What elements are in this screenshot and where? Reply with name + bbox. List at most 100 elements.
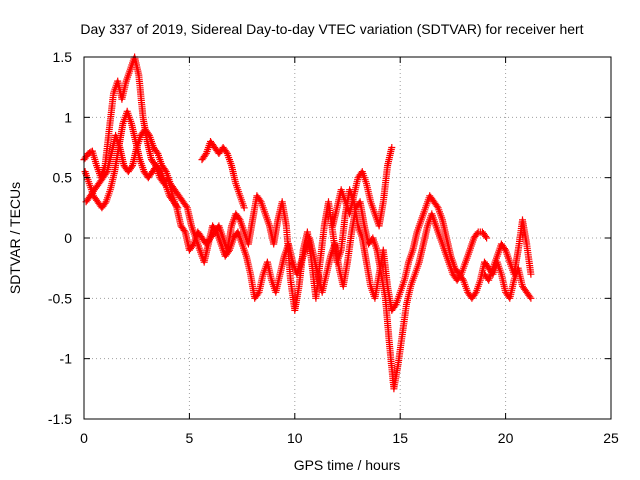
series-track-c <box>81 107 182 212</box>
data-point <box>185 242 197 254</box>
y-tick-label: 0.5 <box>53 170 73 186</box>
data-point <box>123 107 135 125</box>
data-point <box>375 200 387 230</box>
data-point <box>122 67 134 85</box>
data-point <box>426 192 437 204</box>
data-point <box>316 224 328 266</box>
data-point <box>238 240 250 258</box>
data-point <box>394 333 406 369</box>
data-point <box>358 168 370 186</box>
data-point <box>483 234 491 242</box>
y-tick-label: 0 <box>64 230 72 246</box>
data-point <box>179 198 190 210</box>
data-point <box>445 258 456 276</box>
data-point <box>497 240 508 253</box>
data-point <box>111 146 122 176</box>
data-point <box>489 254 500 272</box>
data-point <box>240 204 248 212</box>
data-point <box>127 119 139 143</box>
data-point <box>337 212 349 254</box>
data-point <box>150 144 161 156</box>
data-point <box>432 222 443 240</box>
data-point <box>166 180 178 192</box>
data-point <box>141 125 152 138</box>
data-point <box>388 144 396 151</box>
data-point <box>188 222 199 240</box>
data-point <box>373 246 385 276</box>
data-point <box>523 288 534 301</box>
data-point <box>405 248 416 266</box>
data-point <box>148 156 159 168</box>
data-point <box>98 199 109 212</box>
y-tick-label: -0.5 <box>48 290 72 306</box>
data-point <box>95 175 106 188</box>
data-point <box>481 258 492 271</box>
data-point <box>236 216 247 234</box>
data-point <box>417 206 429 224</box>
x-tick-label: 5 <box>186 430 194 446</box>
data-point <box>209 222 220 234</box>
data-point <box>451 264 462 277</box>
data-point <box>415 242 427 266</box>
data-point <box>291 284 303 314</box>
data-point <box>192 234 203 252</box>
data-point <box>396 278 408 296</box>
data-point <box>232 210 243 222</box>
data-point <box>468 290 479 302</box>
data-point <box>453 272 464 284</box>
data-point <box>236 192 247 210</box>
data-point <box>322 254 334 278</box>
data-point <box>165 192 176 204</box>
data-point <box>472 278 484 296</box>
data-point <box>198 151 209 164</box>
data-point <box>527 294 535 302</box>
x-tick-label: 25 <box>603 430 619 446</box>
data-point <box>293 260 304 278</box>
data-point <box>105 91 117 133</box>
data-point <box>436 234 448 252</box>
data-point <box>82 193 93 206</box>
data-point <box>162 168 174 186</box>
data-point <box>136 156 147 174</box>
data-point <box>339 260 351 290</box>
data-point <box>502 246 513 264</box>
data-point <box>297 248 309 266</box>
data-point <box>175 192 186 204</box>
data-point <box>219 144 230 156</box>
data-point <box>257 198 269 216</box>
data-point <box>519 282 530 295</box>
data-point <box>485 266 496 284</box>
data-point <box>135 71 147 119</box>
data-point <box>379 246 391 288</box>
data-point <box>153 162 164 174</box>
data-point <box>88 147 100 167</box>
data-point <box>255 272 267 296</box>
data-point <box>430 198 441 210</box>
data-point <box>226 236 237 254</box>
data-point <box>363 258 374 288</box>
data-point <box>381 294 393 348</box>
data-point <box>115 121 127 151</box>
y-tick-label: -1.5 <box>48 411 72 427</box>
data-point <box>221 248 232 260</box>
data-point <box>161 180 173 198</box>
data-point <box>428 210 439 228</box>
data-point <box>377 270 389 300</box>
data-point <box>390 363 402 393</box>
data-point <box>459 276 471 294</box>
data-point <box>158 162 169 174</box>
series-track-f <box>481 216 535 284</box>
data-point <box>174 204 182 212</box>
series-track-d <box>198 138 248 212</box>
data-point <box>510 248 522 278</box>
data-point <box>434 204 446 222</box>
data-point <box>348 206 360 236</box>
tick-labels: 0 5 10 15 20 25 -1.5 -1 -0.5 0 0.5 1 1.5 <box>48 49 619 446</box>
data-point <box>177 222 188 234</box>
x-axis-label: GPS time / hours <box>294 457 401 473</box>
data-point <box>337 186 349 204</box>
data-point <box>384 146 395 170</box>
data-point <box>249 194 260 224</box>
data-point <box>462 248 473 266</box>
y-tick-label: 1.5 <box>53 49 73 65</box>
